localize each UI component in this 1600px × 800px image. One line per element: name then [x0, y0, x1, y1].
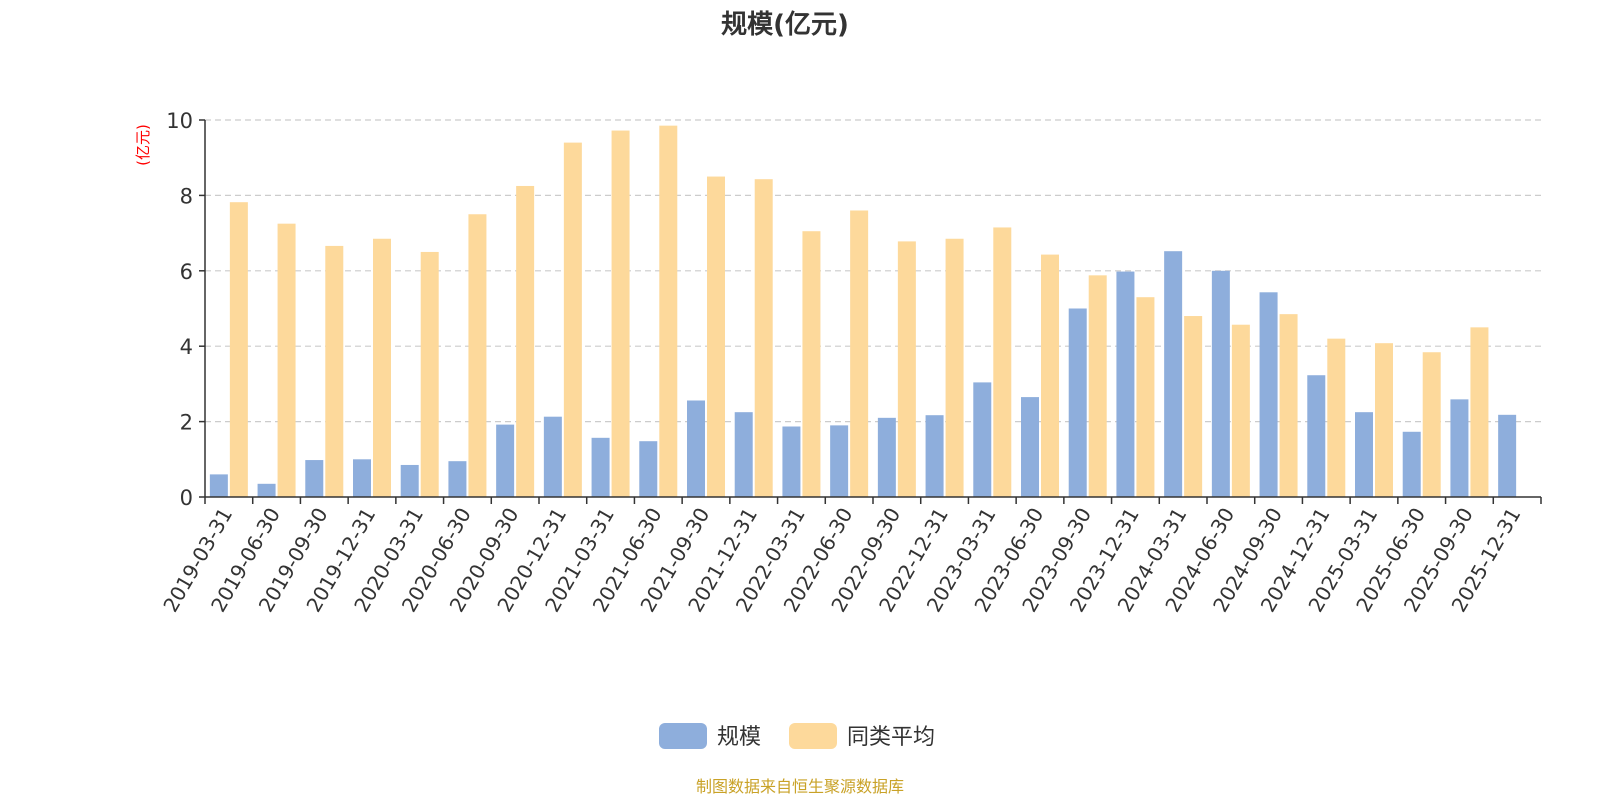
- legend-swatch-scale: [659, 723, 707, 749]
- bar-peer-average-2020-09-30: [516, 185, 535, 497]
- legend-label-scale: 规模: [717, 725, 761, 750]
- y-tick-label: 8: [180, 184, 193, 208]
- bar-scale-2021-09-30: [687, 400, 705, 497]
- bar-peer-average-2024-12-31: [1327, 338, 1346, 497]
- bar-peer-average-2023-06-30: [1041, 254, 1059, 497]
- bar-peer-average-2019-03-31: [229, 202, 248, 497]
- bar-scale-2020-06-30: [448, 461, 467, 497]
- bar-scale-2025-06-30: [1402, 431, 1421, 497]
- y-tick-label: 10: [166, 109, 193, 133]
- bar-scale-2024-06-30: [1211, 270, 1230, 497]
- bar-peer-average-2022-12-31: [945, 238, 964, 497]
- bar-peer-average-2023-12-31: [1136, 297, 1155, 497]
- y-tick-label: 4: [180, 335, 193, 359]
- bar-scale-2024-03-31: [1164, 251, 1183, 497]
- bar-peer-average-2019-09-30: [325, 245, 344, 497]
- bar-peer-average-2022-03-31: [802, 231, 821, 497]
- bar-peer-average-2023-09-30: [1088, 275, 1107, 497]
- bar-peer-average-2025-06-30: [1422, 352, 1441, 497]
- bar-scale-2021-06-30: [639, 441, 658, 497]
- bar-peer-average-2023-03-31: [993, 227, 1012, 497]
- bar-scale-2025-03-31: [1355, 412, 1373, 497]
- bar-scale-2019-09-30: [305, 460, 324, 497]
- bar-scale-2022-06-30: [830, 425, 849, 497]
- bar-peer-average-2024-09-30: [1279, 314, 1298, 497]
- chart-title: 规模(亿元): [721, 10, 849, 40]
- bar-peer-average-2021-12-31: [754, 179, 773, 497]
- bar-scale-2021-12-31: [734, 412, 753, 497]
- y-axis-label: (亿元): [134, 124, 152, 166]
- bar-scale-2020-03-31: [400, 464, 419, 497]
- bar-peer-average-2025-09-30: [1470, 327, 1489, 497]
- bar-peer-average-2021-06-30: [659, 125, 678, 497]
- bar-scale-2021-03-31: [591, 437, 610, 497]
- bar-peer-average-2024-03-31: [1184, 316, 1203, 497]
- bar-scale-2019-06-30: [257, 483, 276, 497]
- bar-scale-2019-03-31: [209, 474, 228, 497]
- legend-swatch-peer-average: [789, 723, 837, 749]
- bar-scale-2023-03-31: [973, 382, 992, 497]
- bar-peer-average-2020-06-30: [468, 214, 487, 497]
- bar-scale-2025-09-30: [1450, 399, 1469, 497]
- y-tick-label: 6: [180, 260, 193, 284]
- bars: [209, 125, 1517, 498]
- bar-scale-2025-12-31: [1498, 414, 1517, 497]
- bar-scale-2019-12-31: [353, 459, 371, 497]
- bar-peer-average-2019-12-31: [373, 238, 391, 497]
- bar-peer-average-2021-09-30: [707, 176, 725, 498]
- bar-peer-average-2022-09-30: [897, 241, 916, 497]
- bar-peer-average-2021-03-31: [611, 130, 630, 497]
- bar-scale-2020-12-31: [543, 416, 562, 497]
- y-tick-label: 2: [180, 411, 193, 435]
- bar-peer-average-2019-06-30: [277, 223, 296, 498]
- bar-scale-2022-09-30: [877, 417, 896, 497]
- bar-scale-2024-12-31: [1307, 375, 1326, 497]
- bar-peer-average-2022-06-30: [850, 210, 869, 498]
- legend: 规模 同类平均: [659, 723, 935, 750]
- bar-scale-2023-09-30: [1068, 308, 1087, 497]
- bar-peer-average-2020-12-31: [563, 142, 582, 497]
- footer-note: 制图数据来自恒生聚源数据库: [696, 777, 904, 796]
- bar-scale-2023-12-31: [1116, 271, 1135, 497]
- bar-scale-2020-09-30: [496, 424, 515, 497]
- bar-scale-2022-03-31: [782, 426, 801, 497]
- y-tick-label: 0: [180, 486, 193, 510]
- legend-label-peer-average: 同类平均: [847, 725, 935, 750]
- bar-scale-2022-12-31: [925, 415, 944, 497]
- bar-peer-average-2025-03-31: [1375, 343, 1393, 497]
- bar-scale-2023-06-30: [1021, 397, 1039, 497]
- bar-scale-2024-09-30: [1259, 292, 1278, 497]
- bar-peer-average-2024-06-30: [1231, 324, 1250, 497]
- bar-peer-average-2020-03-31: [420, 251, 439, 497]
